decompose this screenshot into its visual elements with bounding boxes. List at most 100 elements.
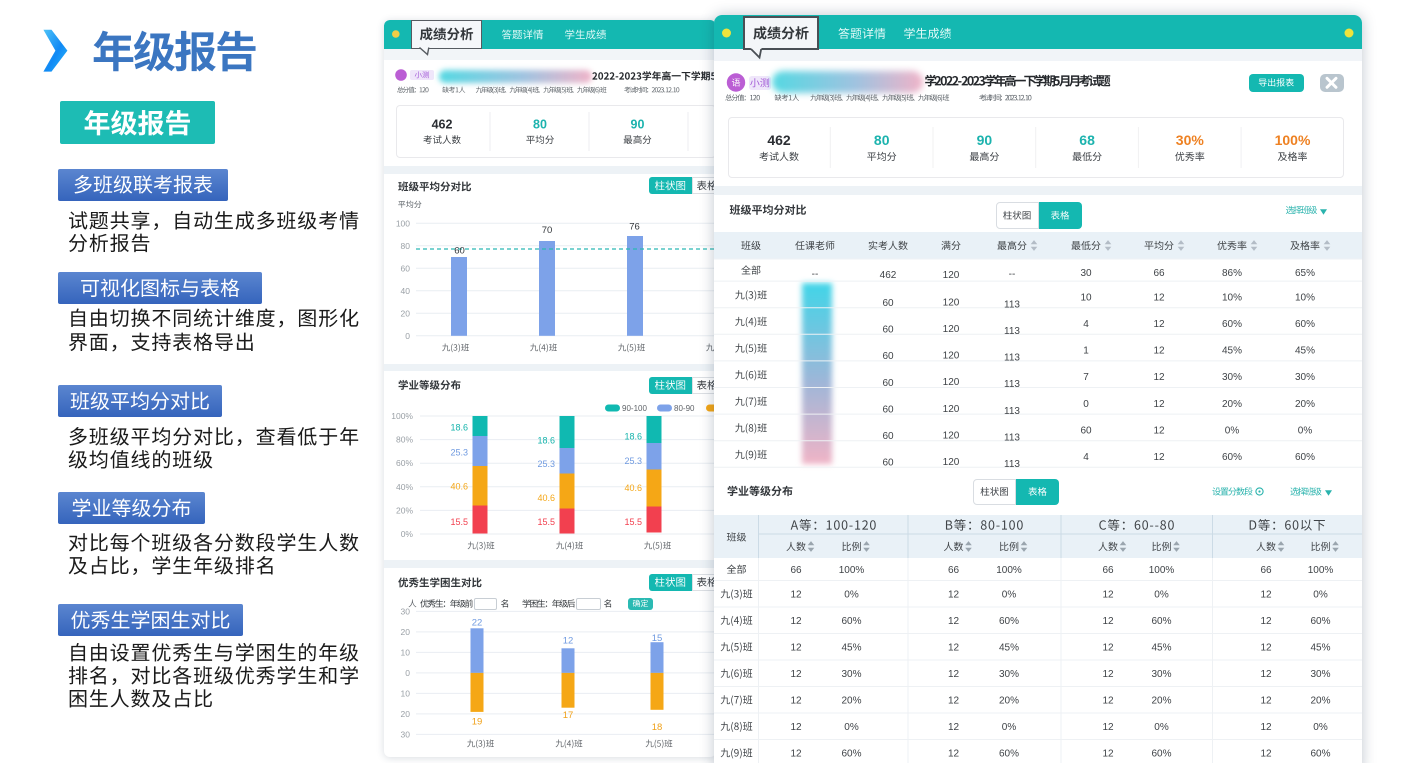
svg-text:30: 30: [401, 606, 411, 616]
svg-text:40: 40: [401, 286, 411, 296]
svg-text:12: 12: [790, 616, 802, 627]
svg-text:12: 12: [1102, 642, 1114, 653]
svg-text:12: 12: [948, 695, 960, 706]
svg-text:0%: 0%: [844, 722, 859, 733]
svg-text:113: 113: [1004, 299, 1020, 310]
svg-text:18.6: 18.6: [624, 431, 642, 441]
svg-text:113: 113: [1004, 406, 1020, 417]
svg-text:113: 113: [1004, 379, 1020, 390]
svg-text:4: 4: [1083, 319, 1089, 330]
svg-text:12: 12: [1153, 319, 1165, 330]
svg-text:0%: 0%: [1154, 722, 1169, 733]
svg-text:80: 80: [401, 241, 411, 251]
svg-text:1: 1: [1083, 346, 1089, 357]
svg-text:0%: 0%: [1298, 425, 1313, 436]
svg-text:45%: 45%: [841, 642, 861, 653]
svg-text:462: 462: [880, 270, 897, 281]
svg-text:12: 12: [1153, 292, 1165, 303]
svg-text:22: 22: [472, 618, 483, 629]
svg-text:20%: 20%: [999, 695, 1019, 706]
svg-text:60%: 60%: [999, 748, 1019, 759]
svg-text:0%: 0%: [1002, 722, 1017, 733]
svg-text:12: 12: [1153, 452, 1165, 463]
svg-text:20%: 20%: [1151, 695, 1171, 706]
svg-text:60%: 60%: [1151, 616, 1171, 627]
svg-text:86%: 86%: [1222, 268, 1242, 279]
svg-text:30%: 30%: [841, 669, 861, 680]
svg-text:20%: 20%: [1310, 695, 1330, 706]
svg-text:60%: 60%: [1222, 319, 1242, 330]
svg-text:70: 70: [542, 225, 553, 236]
svg-text:60: 60: [882, 298, 894, 309]
svg-text:100%: 100%: [1308, 565, 1334, 576]
svg-text:40%: 40%: [396, 482, 413, 492]
svg-text:60%: 60%: [1310, 748, 1330, 759]
svg-text:12: 12: [948, 642, 960, 653]
svg-text:0%: 0%: [1225, 425, 1240, 436]
svg-text:12: 12: [948, 589, 960, 600]
svg-text:4: 4: [1083, 452, 1089, 463]
svg-text:12: 12: [1102, 722, 1114, 733]
svg-text:60: 60: [882, 431, 894, 442]
svg-text:60: 60: [882, 351, 894, 362]
svg-text:100%: 100%: [391, 411, 413, 421]
svg-text:66: 66: [1102, 565, 1114, 576]
svg-text:0%: 0%: [1154, 589, 1169, 600]
svg-text:65%: 65%: [1295, 268, 1315, 279]
svg-text:60%: 60%: [999, 616, 1019, 627]
svg-text:30%: 30%: [999, 669, 1019, 680]
svg-text:30%: 30%: [1295, 372, 1315, 383]
svg-text:12: 12: [1260, 589, 1272, 600]
svg-text:15: 15: [652, 633, 663, 644]
svg-text:66: 66: [948, 565, 960, 576]
svg-text:60%: 60%: [1222, 452, 1242, 463]
svg-text:66: 66: [1153, 268, 1165, 279]
svg-text:30: 30: [401, 729, 411, 739]
svg-text:12: 12: [1260, 642, 1272, 653]
svg-text:120: 120: [943, 351, 960, 362]
svg-text:15.5: 15.5: [624, 517, 642, 527]
svg-text:60%: 60%: [841, 748, 861, 759]
svg-text:12: 12: [1260, 669, 1272, 680]
svg-text:45%: 45%: [999, 642, 1019, 653]
svg-text:12: 12: [1260, 722, 1272, 733]
svg-text:60: 60: [882, 404, 894, 415]
svg-text:120: 120: [943, 297, 960, 308]
svg-text:12: 12: [790, 695, 802, 706]
svg-text:60: 60: [454, 245, 465, 256]
svg-text:25.3: 25.3: [537, 459, 555, 469]
svg-text:60: 60: [1080, 425, 1092, 436]
svg-text:80%: 80%: [396, 435, 413, 445]
svg-text:80-90: 80-90: [674, 404, 695, 413]
svg-text:12: 12: [948, 616, 960, 627]
svg-text:25.3: 25.3: [450, 448, 468, 458]
svg-text:66: 66: [1260, 565, 1272, 576]
svg-text:--: --: [812, 269, 819, 280]
svg-text:45%: 45%: [1151, 642, 1171, 653]
svg-text:20%: 20%: [1222, 399, 1242, 410]
svg-text:0%: 0%: [1313, 722, 1328, 733]
svg-text:12: 12: [948, 748, 960, 759]
svg-text:12: 12: [1153, 425, 1165, 436]
svg-text:12: 12: [1260, 695, 1272, 706]
svg-text:30%: 30%: [1151, 669, 1171, 680]
svg-text:30%: 30%: [1310, 669, 1330, 680]
svg-text:60: 60: [882, 458, 894, 469]
svg-text:60%: 60%: [1295, 319, 1315, 330]
svg-text:40.6: 40.6: [537, 493, 555, 503]
svg-text:90-100: 90-100: [622, 404, 647, 413]
svg-text:12: 12: [1153, 346, 1165, 357]
svg-text:45%: 45%: [1222, 346, 1242, 357]
svg-text:10: 10: [401, 688, 411, 698]
svg-text:12: 12: [790, 722, 802, 733]
svg-text:20%: 20%: [396, 505, 413, 515]
svg-text:12: 12: [790, 642, 802, 653]
svg-text:0: 0: [1083, 399, 1089, 410]
svg-text:12: 12: [1102, 589, 1114, 600]
svg-text:100: 100: [396, 218, 410, 228]
svg-text:12: 12: [1102, 669, 1114, 680]
svg-text:--: --: [1009, 269, 1016, 280]
svg-text:45%: 45%: [1295, 346, 1315, 357]
svg-text:113: 113: [1004, 326, 1020, 337]
svg-text:76: 76: [629, 221, 640, 232]
